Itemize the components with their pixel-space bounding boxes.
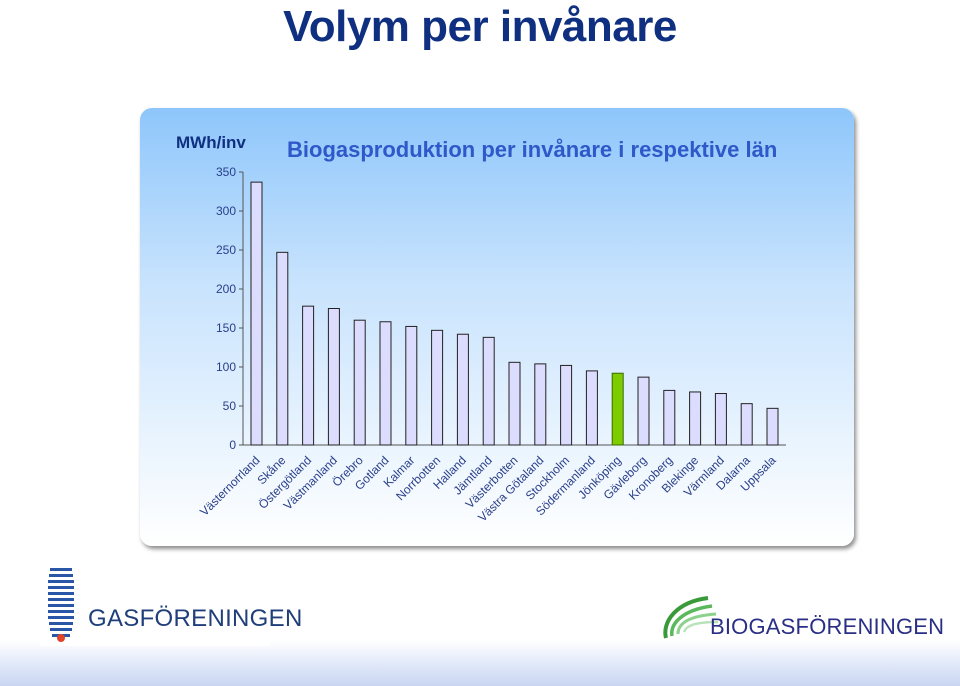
biogasforeningen-logo-icon bbox=[663, 596, 719, 639]
bar-värmland bbox=[714, 393, 727, 446]
bar-kronoberg bbox=[663, 389, 676, 446]
bar-västerbotten bbox=[508, 361, 521, 446]
bar-gävleborg bbox=[637, 376, 650, 446]
bar-stockholm bbox=[560, 364, 573, 446]
y-tick-label: 300 bbox=[216, 204, 236, 218]
bar-uppsala bbox=[766, 407, 779, 446]
y-tick-label: 250 bbox=[216, 243, 236, 257]
bar-halland bbox=[456, 333, 469, 446]
chart-title: Biogasproduktion per invånare i respekti… bbox=[287, 137, 778, 162]
bar-västra götaland bbox=[534, 363, 547, 446]
bar-örebro bbox=[353, 319, 366, 446]
bar-skåne bbox=[276, 251, 289, 446]
y-tick-label: 350 bbox=[216, 165, 236, 179]
gasforeningen-logo-icon bbox=[40, 562, 270, 646]
y-tick-label: 0 bbox=[229, 438, 236, 452]
biogasforeningen-logo-text: BIOGASFÖRENINGEN bbox=[710, 614, 945, 639]
bar-kalmar bbox=[405, 325, 418, 446]
slide-title: Volym per invånare bbox=[283, 2, 677, 51]
y-tick-label: 200 bbox=[216, 282, 236, 296]
bar-norrbotten bbox=[431, 329, 444, 446]
bar-jämtland bbox=[482, 336, 495, 446]
y-tick-label: 100 bbox=[216, 360, 236, 374]
footer-band bbox=[0, 640, 960, 686]
bar-jönköping bbox=[611, 372, 624, 446]
bar-blekinge bbox=[689, 391, 702, 446]
bar-gotland bbox=[379, 321, 392, 446]
bar-chart: 050100150200250300350VästernorrlandSkåne… bbox=[197, 165, 786, 524]
gasforeningen-logo-text: GASFÖRENINGEN bbox=[88, 605, 303, 632]
category-label: Västernorrland bbox=[197, 453, 263, 519]
y-axis-label: MWh/inv bbox=[176, 133, 246, 152]
bar-östergötland bbox=[302, 305, 315, 446]
bar-västmanland bbox=[327, 308, 340, 446]
y-tick-label: 50 bbox=[223, 399, 237, 413]
bar-södermanland bbox=[585, 370, 598, 446]
bar-västernorrland bbox=[250, 181, 263, 446]
bar-dalarna bbox=[740, 403, 753, 446]
y-tick-label: 150 bbox=[216, 321, 236, 335]
